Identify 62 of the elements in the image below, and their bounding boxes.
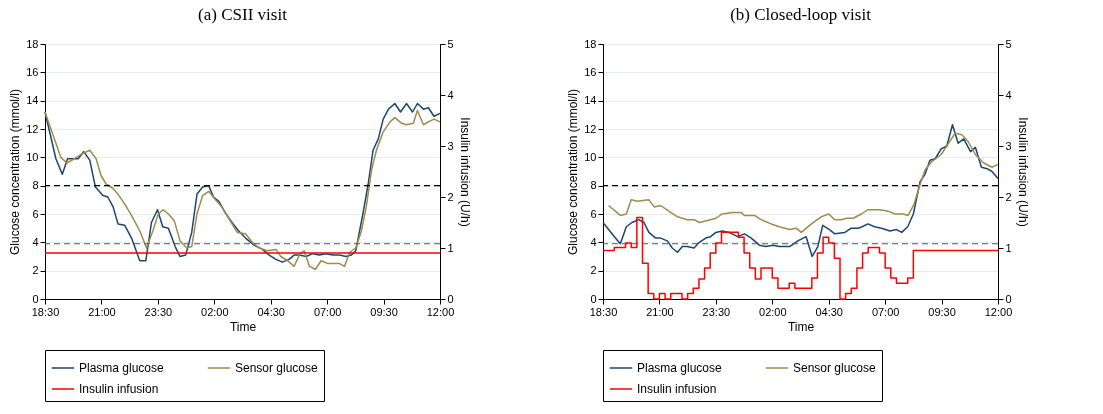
- x-tick-label: 12:00: [984, 305, 1013, 318]
- x-tick-label: 21:00: [646, 305, 674, 318]
- y-tick-label: 8: [590, 179, 597, 192]
- y2-axis-title: Insulin infusion (U/h): [1015, 117, 1030, 227]
- y2-tick-label: 3: [447, 139, 454, 152]
- y-axis-title: Glucose concentration (mmol/l): [8, 88, 23, 256]
- y-tick-label: 4: [590, 235, 597, 248]
- y2-tick-label: 5: [1005, 37, 1012, 50]
- x-tick-label: 04:30: [815, 305, 843, 318]
- y-tick-label: 16: [584, 65, 597, 78]
- y-tick-label: 16: [26, 65, 39, 78]
- legend-label: Sensor glucose: [793, 361, 877, 375]
- x-tick-label: 04:30: [257, 305, 285, 318]
- y-tick-label: 0: [32, 292, 39, 305]
- y-tick-label: 6: [590, 207, 597, 220]
- y-tick-label: 2: [32, 264, 39, 277]
- x-tick-label: 18:30: [589, 305, 618, 318]
- y2-tick-label: 2: [1005, 190, 1012, 203]
- y2-tick-label: 4: [1005, 88, 1012, 101]
- x-tick-label: 09:30: [928, 305, 956, 318]
- x-tick-label: 23:30: [144, 305, 173, 318]
- y2-tick-label: 1: [447, 241, 454, 254]
- y-tick-label: 10: [584, 150, 597, 163]
- x-tick-label: 12:00: [426, 305, 455, 318]
- legend-label: Sensor glucose: [235, 361, 319, 375]
- y2-tick-label: 0: [447, 292, 454, 305]
- y2-tick-label: 5: [447, 37, 454, 50]
- chart-title: (a) CSII visit: [198, 5, 288, 24]
- x-tick-label: 23:30: [702, 305, 731, 318]
- y-tick-label: 12: [584, 122, 597, 135]
- y-tick-label: 18: [584, 37, 597, 50]
- y-tick-label: 8: [32, 179, 39, 192]
- x-axis-title: Time: [787, 319, 815, 334]
- y-tick-label: 0: [590, 292, 597, 305]
- legend-label: Insulin infusion: [637, 382, 717, 396]
- y2-tick-label: 2: [447, 190, 454, 203]
- x-tick-label: 07:00: [313, 305, 342, 318]
- y-tick-label: 2: [590, 264, 597, 277]
- y-tick-label: 12: [26, 122, 39, 135]
- x-tick-label: 09:30: [370, 305, 398, 318]
- y-tick-label: 14: [584, 94, 597, 107]
- legend-label: Insulin infusion: [79, 382, 159, 396]
- y-tick-label: 18: [26, 37, 39, 50]
- x-tick-label: 18:30: [31, 305, 60, 318]
- y2-tick-label: 4: [447, 88, 454, 101]
- x-tick-label: 02:00: [759, 305, 787, 318]
- y2-tick-label: 0: [1005, 292, 1012, 305]
- chart-title: (b) Closed-loop visit: [730, 5, 872, 24]
- y-tick-label: 4: [32, 235, 39, 248]
- x-axis-title: Time: [229, 319, 257, 334]
- y-tick-label: 10: [26, 150, 39, 163]
- y-tick-label: 6: [32, 207, 39, 220]
- y-axis-title: Glucose concentration (mmol/l): [566, 88, 581, 256]
- y2-axis-title: Insulin infusion (U/h): [457, 117, 472, 227]
- y-tick-label: 14: [26, 94, 39, 107]
- y2-tick-label: 3: [1005, 139, 1012, 152]
- legend-label: Plasma glucose: [637, 361, 723, 375]
- legend-label: Plasma glucose: [79, 361, 165, 375]
- y2-tick-label: 1: [1005, 241, 1012, 254]
- x-tick-label: 21:00: [88, 305, 116, 318]
- x-tick-label: 07:00: [871, 305, 900, 318]
- x-tick-label: 02:00: [201, 305, 229, 318]
